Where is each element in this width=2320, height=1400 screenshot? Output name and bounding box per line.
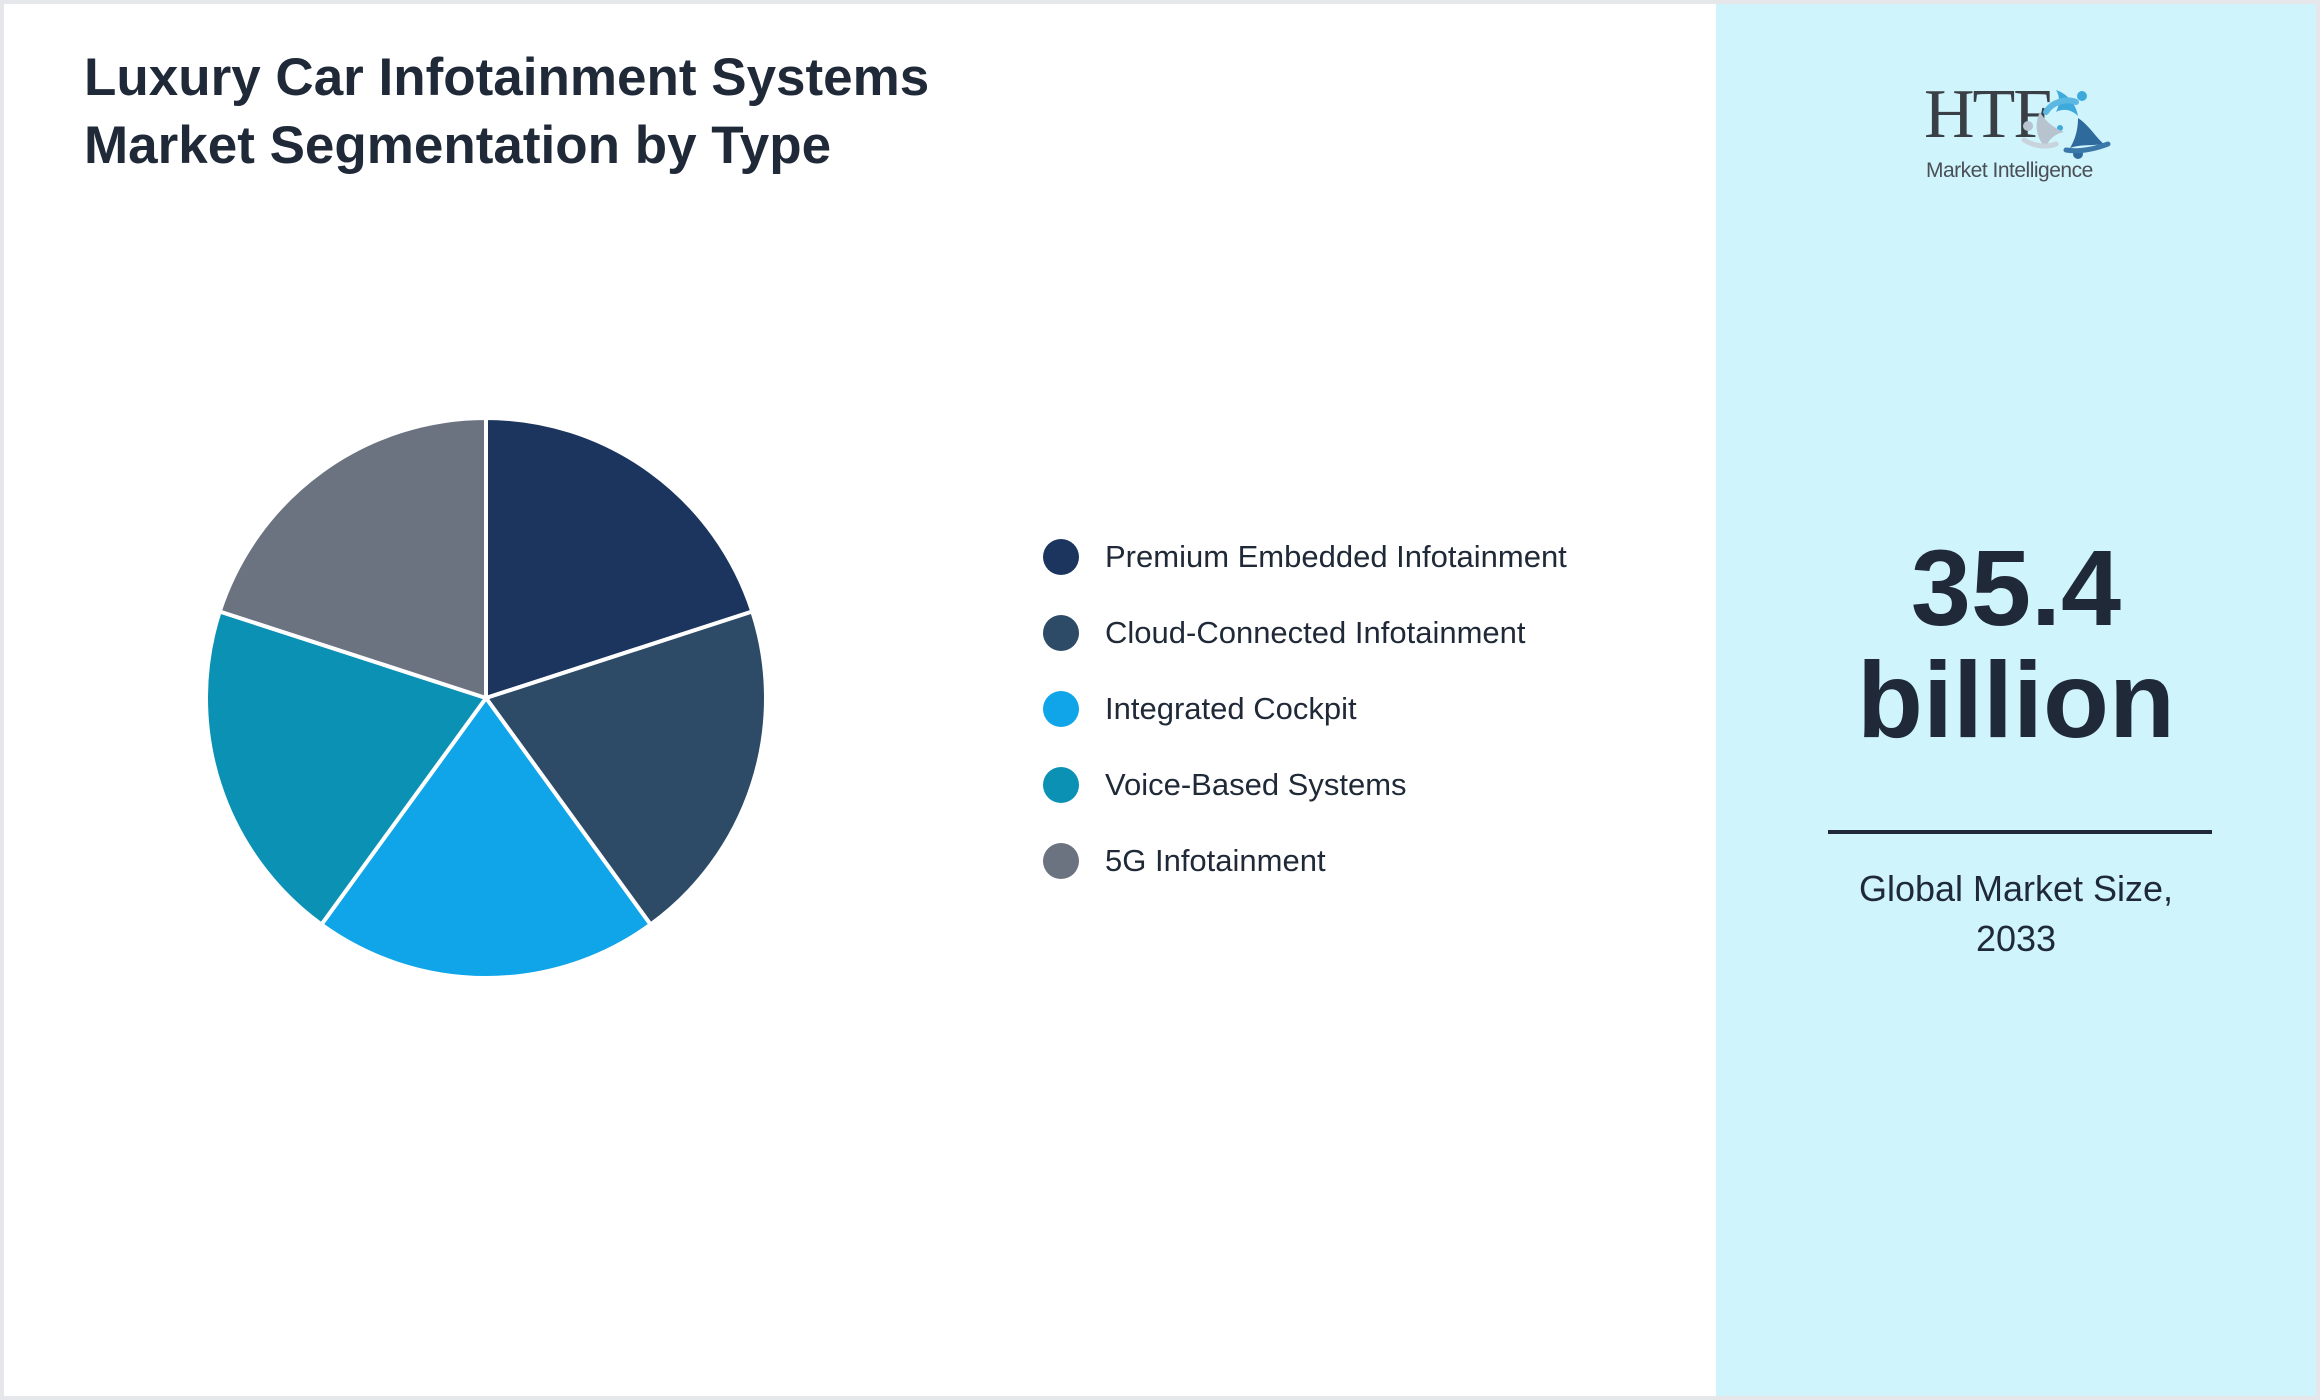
- market-size-value: 35.4 billion: [1716, 532, 2316, 756]
- logo-tagline: Market Intelligence: [1926, 159, 2093, 182]
- stat-number: 35.4: [1910, 527, 2122, 648]
- pie-slice-integrated-cockpit: [319, 696, 653, 980]
- title-line-1: Luxury Car Infotainment Systems: [84, 48, 930, 107]
- page-title: Luxury Car Infotainment Systems Market S…: [84, 44, 929, 180]
- legend-swatch-icon: [1043, 539, 1079, 575]
- pie-slice-voice-based: [204, 609, 488, 927]
- logo-brand-text: HTF: [1924, 76, 2052, 153]
- three-figures-swirl-icon: [2021, 90, 2111, 159]
- legend-swatch-icon: [1043, 615, 1079, 651]
- legend-label: 5G Infotainment: [1105, 843, 1326, 878]
- legend-item-premium-embedded: Premium Embedded Infotainment: [1043, 519, 1567, 595]
- legend-item-voice-based: Voice-Based Systems: [1043, 747, 1567, 823]
- legend-swatch-icon: [1043, 691, 1079, 727]
- caption-line-1: Global Market Size,: [1858, 868, 2174, 909]
- chart-area: Luxury Car Infotainment Systems Market S…: [4, 4, 1716, 1396]
- pie-slice-premium-embedded: [484, 416, 755, 700]
- pie-slice-cloud-connected: [484, 609, 768, 927]
- caption-year: 2033: [1975, 918, 2057, 959]
- infographic-card: Luxury Car Infotainment Systems Market S…: [4, 4, 2316, 1396]
- htf-logo: HTF Market Intelligence: [1924, 80, 2114, 190]
- legend-item-5g: 5G Infotainment: [1043, 823, 1567, 899]
- legend-label: Premium Embedded Infotainment: [1105, 539, 1567, 574]
- divider: [1828, 830, 2212, 834]
- legend-item-integrated-cockpit: Integrated Cockpit: [1043, 671, 1567, 747]
- legend-label: Integrated Cockpit: [1105, 691, 1357, 726]
- market-size-caption: Global Market Size, 2033: [1716, 864, 2316, 964]
- pie-chart-svg: [204, 416, 768, 980]
- title-line-2: Market Segmentation by Type: [84, 116, 832, 175]
- legend-swatch-icon: [1043, 843, 1079, 879]
- chart-legend: Premium Embedded Infotainment Cloud-Conn…: [1043, 519, 1567, 899]
- legend-label: Cloud-Connected Infotainment: [1105, 615, 1526, 650]
- market-size-panel: HTF Market Intelligence 35.4 billion: [1716, 4, 2316, 1396]
- legend-label: Voice-Based Systems: [1105, 767, 1407, 802]
- pie-chart: [202, 414, 770, 982]
- legend-swatch-icon: [1043, 767, 1079, 803]
- legend-item-cloud-connected: Cloud-Connected Infotainment: [1043, 595, 1567, 671]
- stat-unit: billion: [1857, 639, 2175, 760]
- pie-slice-5g: [217, 416, 488, 700]
